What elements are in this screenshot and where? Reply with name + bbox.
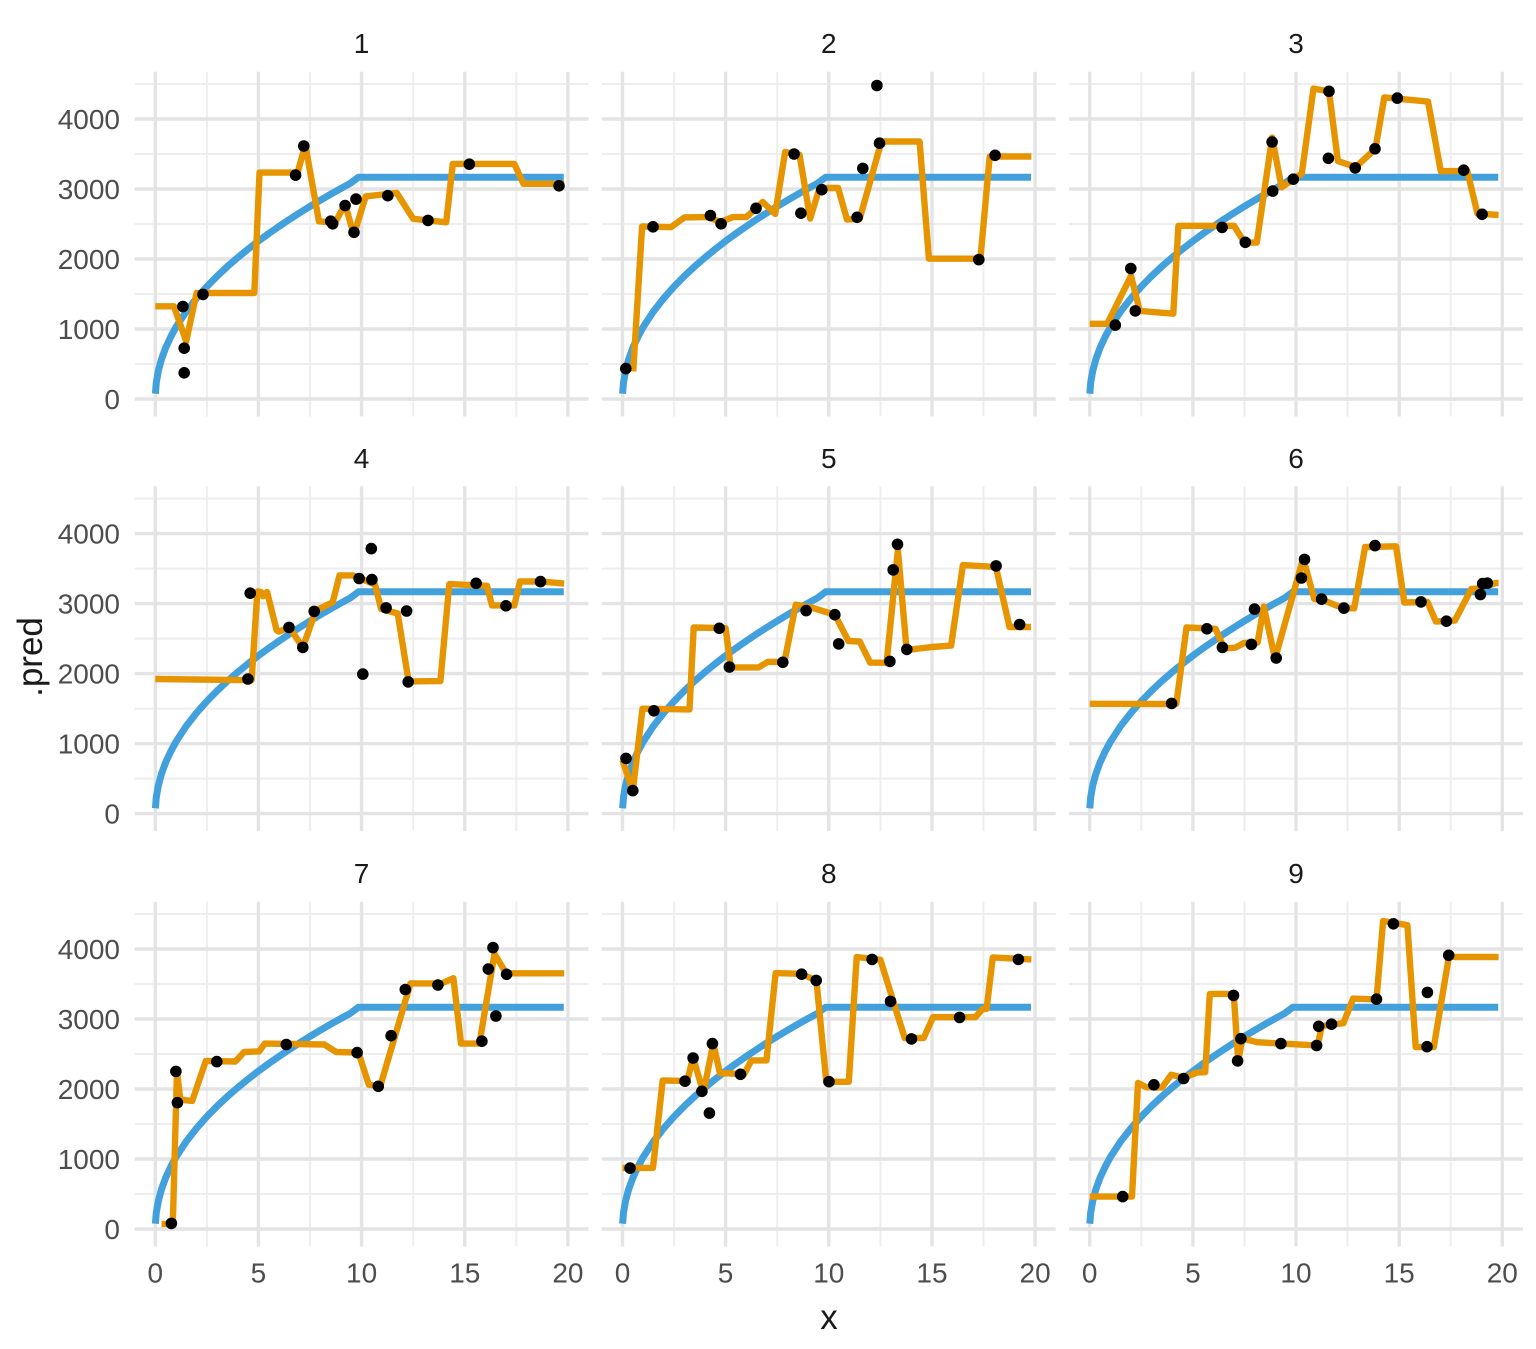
svg-text:0: 0 <box>148 1258 164 1289</box>
svg-text:15: 15 <box>449 1258 480 1289</box>
svg-text:5: 5 <box>718 1258 734 1289</box>
svg-text:5: 5 <box>251 1258 267 1289</box>
svg-text:3000: 3000 <box>58 1004 120 1035</box>
svg-text:5: 5 <box>821 443 837 474</box>
svg-text:20: 20 <box>1020 1258 1051 1289</box>
svg-text:7: 7 <box>354 858 370 889</box>
svg-text:3000: 3000 <box>58 174 120 205</box>
svg-text:10: 10 <box>1280 1258 1311 1289</box>
svg-text:20: 20 <box>552 1258 583 1289</box>
svg-text:10: 10 <box>346 1258 377 1289</box>
svg-text:10: 10 <box>813 1258 844 1289</box>
svg-text:1000: 1000 <box>58 729 120 760</box>
svg-text:3000: 3000 <box>58 589 120 620</box>
svg-text:0: 0 <box>1082 1258 1098 1289</box>
svg-text:2: 2 <box>821 28 837 59</box>
svg-text:0: 0 <box>104 799 120 830</box>
svg-text:4: 4 <box>354 443 370 474</box>
svg-text:15: 15 <box>916 1258 947 1289</box>
svg-text:2000: 2000 <box>58 659 120 690</box>
svg-text:1000: 1000 <box>58 1144 120 1175</box>
svg-text:4000: 4000 <box>58 519 120 550</box>
svg-text:6: 6 <box>1288 443 1304 474</box>
svg-text:4000: 4000 <box>58 104 120 135</box>
svg-text:8: 8 <box>821 858 837 889</box>
svg-text:15: 15 <box>1384 1258 1415 1289</box>
svg-text:0: 0 <box>615 1258 631 1289</box>
svg-text:0: 0 <box>104 1214 120 1245</box>
svg-text:2000: 2000 <box>58 244 120 275</box>
svg-text:3: 3 <box>1288 28 1304 59</box>
svg-text:4000: 4000 <box>58 934 120 965</box>
svg-text:9: 9 <box>1288 858 1304 889</box>
svg-text:x: x <box>820 1298 838 1337</box>
svg-text:1000: 1000 <box>58 314 120 345</box>
svg-text:.pred: .pred <box>11 617 50 697</box>
svg-text:20: 20 <box>1487 1258 1518 1289</box>
svg-text:1: 1 <box>354 28 370 59</box>
svg-text:0: 0 <box>104 384 120 415</box>
svg-text:5: 5 <box>1185 1258 1201 1289</box>
svg-text:2000: 2000 <box>58 1074 120 1105</box>
